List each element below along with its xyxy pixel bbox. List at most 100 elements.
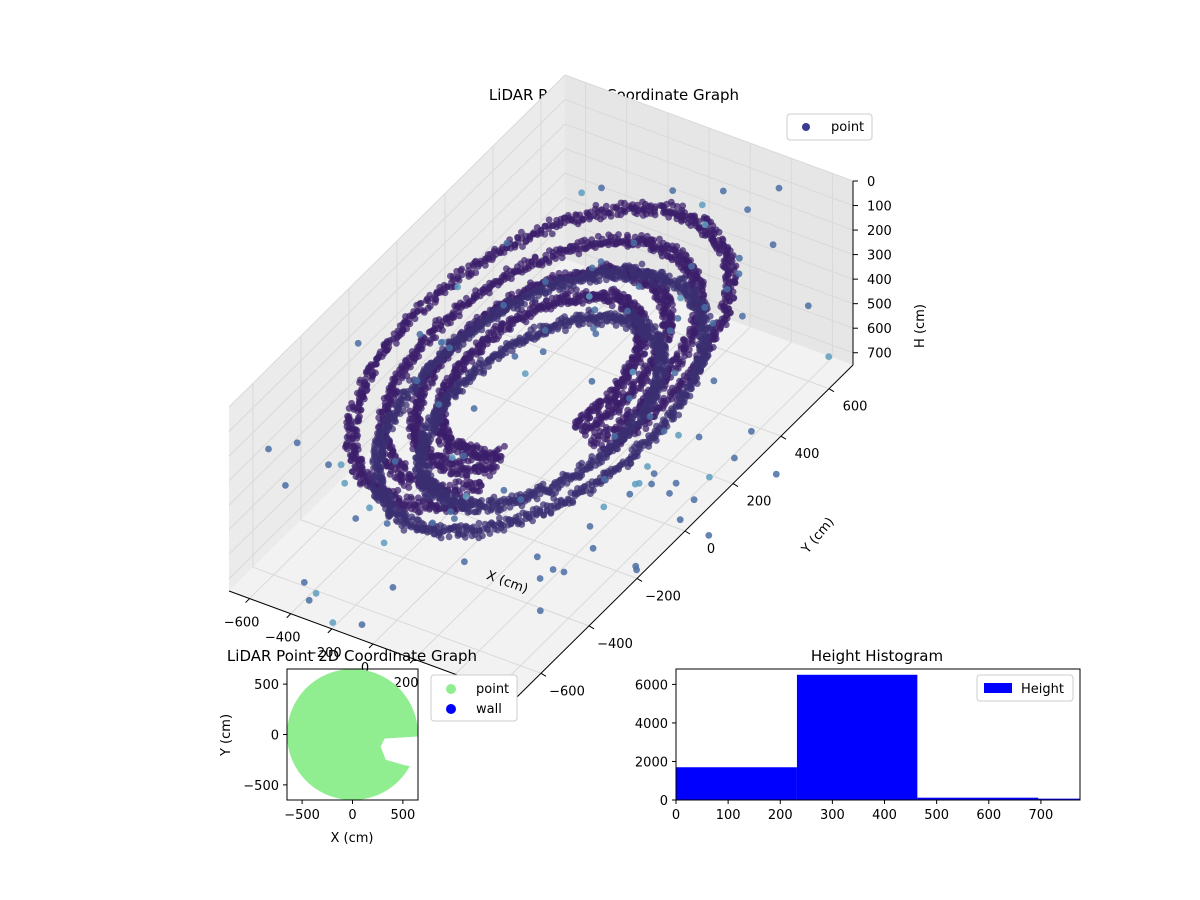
point-3d-outlier bbox=[600, 475, 608, 483]
point-3d bbox=[545, 216, 553, 224]
point-3d-outlier bbox=[533, 553, 541, 561]
point-3d bbox=[370, 476, 378, 484]
point-3d bbox=[453, 267, 461, 275]
lidar-3d-chart: LiDAR Point 3D Coordinate Graph −600−400… bbox=[224, 74, 928, 721]
grid-z-back bbox=[564, 99, 854, 207]
point-3d bbox=[481, 469, 488, 477]
y-tick-label: 600 bbox=[843, 400, 868, 415]
point-3d bbox=[444, 338, 452, 346]
point-3d-outlier bbox=[635, 283, 643, 290]
point-3d-outlier bbox=[341, 479, 349, 487]
point-3d bbox=[393, 340, 400, 347]
point-3d bbox=[700, 215, 708, 223]
grid-z-left bbox=[228, 74, 566, 408]
point-3d bbox=[643, 318, 651, 325]
point-3d-outlier bbox=[413, 377, 421, 385]
point-3d-outlier bbox=[706, 473, 713, 481]
point-3d bbox=[477, 482, 485, 489]
point-3d bbox=[453, 448, 461, 456]
x-tick-label-hist: 600 bbox=[976, 808, 1001, 823]
point-3d-outlier bbox=[736, 254, 743, 262]
point-3d bbox=[495, 445, 503, 453]
point-3d-outlier bbox=[629, 368, 637, 376]
point-3d bbox=[395, 378, 403, 386]
point-3d bbox=[436, 441, 444, 448]
point-3d-outlier bbox=[772, 470, 780, 478]
point-3d bbox=[648, 278, 656, 285]
point-3d bbox=[614, 211, 621, 219]
point-3d bbox=[614, 425, 621, 433]
point-3d-outlier bbox=[447, 508, 454, 516]
point-3d bbox=[628, 277, 636, 285]
point-3d bbox=[728, 278, 736, 286]
point-3d bbox=[448, 278, 455, 286]
point-3d bbox=[558, 254, 566, 262]
point-3d bbox=[452, 393, 459, 401]
point-3d-outlier bbox=[769, 241, 777, 249]
point-3d bbox=[476, 487, 483, 495]
point-3d-outlier bbox=[354, 339, 362, 347]
point-3d-outlier bbox=[635, 479, 643, 487]
point-3d-outlier bbox=[542, 278, 549, 286]
point-3d bbox=[604, 431, 611, 438]
point-3d bbox=[479, 532, 486, 540]
point-3d-outlier bbox=[549, 566, 557, 573]
point-3d bbox=[695, 268, 703, 275]
point-3d-outlier bbox=[448, 454, 456, 461]
point-3d bbox=[685, 351, 693, 359]
point-3d bbox=[603, 318, 611, 325]
point-3d-outlier bbox=[500, 486, 508, 494]
point-3d bbox=[648, 287, 656, 294]
point-3d-outlier bbox=[735, 270, 743, 278]
grid-z-back bbox=[564, 74, 854, 182]
point-3d-outlier bbox=[723, 285, 731, 293]
point-3d bbox=[668, 407, 676, 415]
legend-3d-frame bbox=[786, 113, 873, 141]
legend-histogram-frame bbox=[976, 674, 1074, 702]
point-3d bbox=[400, 526, 408, 534]
point-3d bbox=[659, 399, 667, 406]
point-3d bbox=[632, 411, 639, 418]
y-tick-label: −400 bbox=[597, 637, 633, 652]
point-3d-outlier bbox=[626, 490, 634, 498]
point-3d bbox=[686, 325, 694, 333]
point-3d bbox=[508, 347, 516, 355]
point-3d-outlier bbox=[503, 239, 511, 247]
point-3d bbox=[608, 302, 616, 310]
point-3d bbox=[412, 459, 420, 467]
point-3d-outlier bbox=[600, 503, 608, 511]
point-3d-outlier bbox=[305, 596, 313, 604]
point-3d bbox=[486, 472, 494, 480]
point-3d bbox=[621, 429, 628, 437]
point-3d bbox=[439, 503, 447, 511]
point-3d bbox=[429, 494, 436, 502]
point-3d bbox=[681, 337, 688, 345]
point-3d bbox=[440, 498, 448, 506]
point-3d bbox=[640, 204, 648, 212]
chart-2d-xlabel: X (cm) bbox=[331, 831, 374, 846]
z-tick-label: 200 bbox=[867, 224, 892, 239]
point-3d bbox=[659, 202, 666, 210]
x-tick-mark bbox=[409, 658, 415, 664]
point-3d bbox=[529, 517, 536, 525]
x-tick-label-hist: 200 bbox=[768, 808, 793, 823]
point-3d-outlier bbox=[460, 452, 467, 460]
point-3d bbox=[465, 262, 472, 270]
point-cloud-2d bbox=[287, 669, 418, 800]
point-3d-outlier bbox=[677, 294, 684, 302]
point-3d bbox=[709, 343, 717, 351]
lidar-2d-chart: LiDAR Point 2D Coordinate Graph −500 0 500… bbox=[219, 647, 518, 846]
z-tick-label: 600 bbox=[867, 322, 892, 337]
point-3d bbox=[451, 302, 459, 310]
point-3d bbox=[698, 321, 706, 329]
point-3d bbox=[627, 315, 635, 322]
point-3d bbox=[609, 203, 617, 211]
legend-2d-point-label: point bbox=[476, 682, 509, 697]
legend-3d-point-marker bbox=[802, 123, 810, 131]
point-3d-outlier bbox=[646, 413, 654, 420]
point-3d bbox=[674, 277, 682, 285]
point-3d bbox=[571, 268, 579, 276]
point-3d bbox=[578, 471, 586, 479]
point-3d bbox=[662, 419, 670, 427]
